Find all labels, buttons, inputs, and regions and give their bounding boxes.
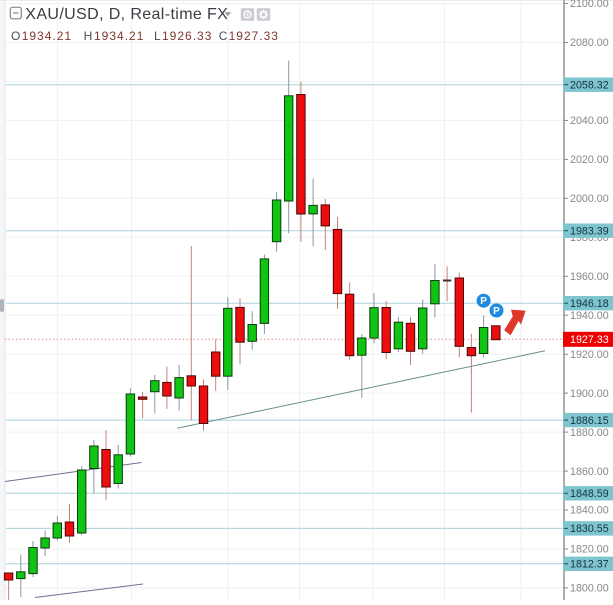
svg-text:2058.32: 2058.32 (570, 79, 609, 91)
svg-text:2040.00: 2040.00 (570, 115, 609, 127)
svg-text:XAU/USD, D, Real-time FX: XAU/USD, D, Real-time FX (25, 6, 228, 23)
svg-text:2080.00: 2080.00 (570, 37, 609, 49)
svg-text:1940.00: 1940.00 (570, 310, 609, 322)
svg-text:2020.00: 2020.00 (570, 154, 609, 166)
svg-text:P: P (493, 306, 500, 317)
svg-text:1800.00: 1800.00 (570, 583, 609, 595)
svg-text:P: P (480, 296, 487, 307)
svg-text:L: L (154, 29, 162, 43)
svg-text:1848.59: 1848.59 (570, 488, 609, 500)
svg-text:1920.00: 1920.00 (570, 349, 609, 361)
svg-text:1812.37: 1812.37 (570, 559, 609, 571)
svg-text:1934.21: 1934.21 (22, 29, 72, 43)
svg-text:1960.00: 1960.00 (570, 271, 609, 283)
svg-text:2100.00: 2100.00 (570, 0, 609, 10)
svg-text:1840.00: 1840.00 (570, 505, 609, 517)
svg-text:1860.00: 1860.00 (570, 466, 609, 478)
svg-text:1900.00: 1900.00 (570, 388, 609, 400)
svg-text:1880.00: 1880.00 (570, 427, 609, 439)
svg-text:C: C (219, 29, 229, 43)
svg-text:1934.21: 1934.21 (94, 29, 144, 43)
svg-text:1927.33: 1927.33 (570, 334, 609, 346)
svg-text:H: H (84, 29, 94, 43)
svg-text:1886.15: 1886.15 (570, 415, 609, 427)
svg-text:1927.33: 1927.33 (229, 29, 279, 43)
svg-text:1926.33: 1926.33 (162, 29, 212, 43)
svg-text:2000.00: 2000.00 (570, 193, 609, 205)
svg-text:1830.55: 1830.55 (570, 523, 609, 535)
svg-text:O: O (11, 29, 21, 43)
svg-text:1820.00: 1820.00 (570, 544, 609, 556)
svg-text:1983.39: 1983.39 (570, 225, 609, 237)
svg-text:1946.18: 1946.18 (570, 298, 609, 310)
